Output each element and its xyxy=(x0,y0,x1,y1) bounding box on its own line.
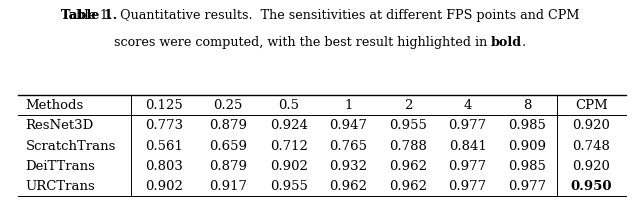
Text: 0.924: 0.924 xyxy=(270,119,308,132)
Text: 0.962: 0.962 xyxy=(330,179,367,192)
Text: 0.917: 0.917 xyxy=(209,179,247,192)
Text: Table 1.: Table 1. xyxy=(61,9,117,22)
Text: 0.5: 0.5 xyxy=(278,99,300,112)
Text: 0.879: 0.879 xyxy=(209,119,247,132)
Text: 0.955: 0.955 xyxy=(389,119,427,132)
Text: bold: bold xyxy=(491,36,522,49)
Text: scores were computed, with the best result highlighted in: scores were computed, with the best resu… xyxy=(114,36,491,49)
Text: Methods: Methods xyxy=(26,99,84,112)
Text: 0.985: 0.985 xyxy=(508,159,546,172)
Text: Table 1.  Quantitative results.  The sensitivities at different FPS points and C: Table 1. Quantitative results. The sensi… xyxy=(61,9,579,22)
Text: URCTrans: URCTrans xyxy=(26,179,95,192)
Text: 0.977: 0.977 xyxy=(449,159,486,172)
Text: 8: 8 xyxy=(523,99,531,112)
Text: .: . xyxy=(522,36,526,49)
Text: ScratchTrans: ScratchTrans xyxy=(26,139,116,152)
Text: 0.977: 0.977 xyxy=(508,179,546,192)
Text: 0.803: 0.803 xyxy=(145,159,183,172)
Text: ResNet3D: ResNet3D xyxy=(26,119,94,132)
Text: 0.902: 0.902 xyxy=(270,159,308,172)
Text: 0.773: 0.773 xyxy=(145,119,183,132)
Text: 0.977: 0.977 xyxy=(449,119,486,132)
Text: 0.920: 0.920 xyxy=(572,119,611,132)
Text: 0.962: 0.962 xyxy=(389,159,427,172)
Text: 0.962: 0.962 xyxy=(389,179,427,192)
Text: 0.909: 0.909 xyxy=(508,139,546,152)
Text: 1: 1 xyxy=(344,99,353,112)
Text: 0.125: 0.125 xyxy=(145,99,183,112)
Text: DeiTTrans: DeiTTrans xyxy=(26,159,95,172)
Text: 0.879: 0.879 xyxy=(209,159,247,172)
Text: 0.985: 0.985 xyxy=(508,119,546,132)
Text: 0.25: 0.25 xyxy=(214,99,243,112)
Text: 0.950: 0.950 xyxy=(571,179,612,192)
Text: 0.561: 0.561 xyxy=(145,139,183,152)
Text: 4: 4 xyxy=(463,99,472,112)
Text: 0.748: 0.748 xyxy=(572,139,611,152)
Text: 0.841: 0.841 xyxy=(449,139,486,152)
Text: 0.932: 0.932 xyxy=(330,159,367,172)
Text: 0.977: 0.977 xyxy=(449,179,486,192)
Text: 0.902: 0.902 xyxy=(145,179,183,192)
Text: CPM: CPM xyxy=(575,99,608,112)
Text: 0.920: 0.920 xyxy=(572,159,611,172)
Text: 2: 2 xyxy=(404,99,412,112)
Text: 0.788: 0.788 xyxy=(389,139,427,152)
Text: 0.765: 0.765 xyxy=(330,139,367,152)
Text: 0.712: 0.712 xyxy=(270,139,308,152)
Text: 0.947: 0.947 xyxy=(330,119,367,132)
Text: 0.955: 0.955 xyxy=(270,179,308,192)
Text: 0.659: 0.659 xyxy=(209,139,247,152)
